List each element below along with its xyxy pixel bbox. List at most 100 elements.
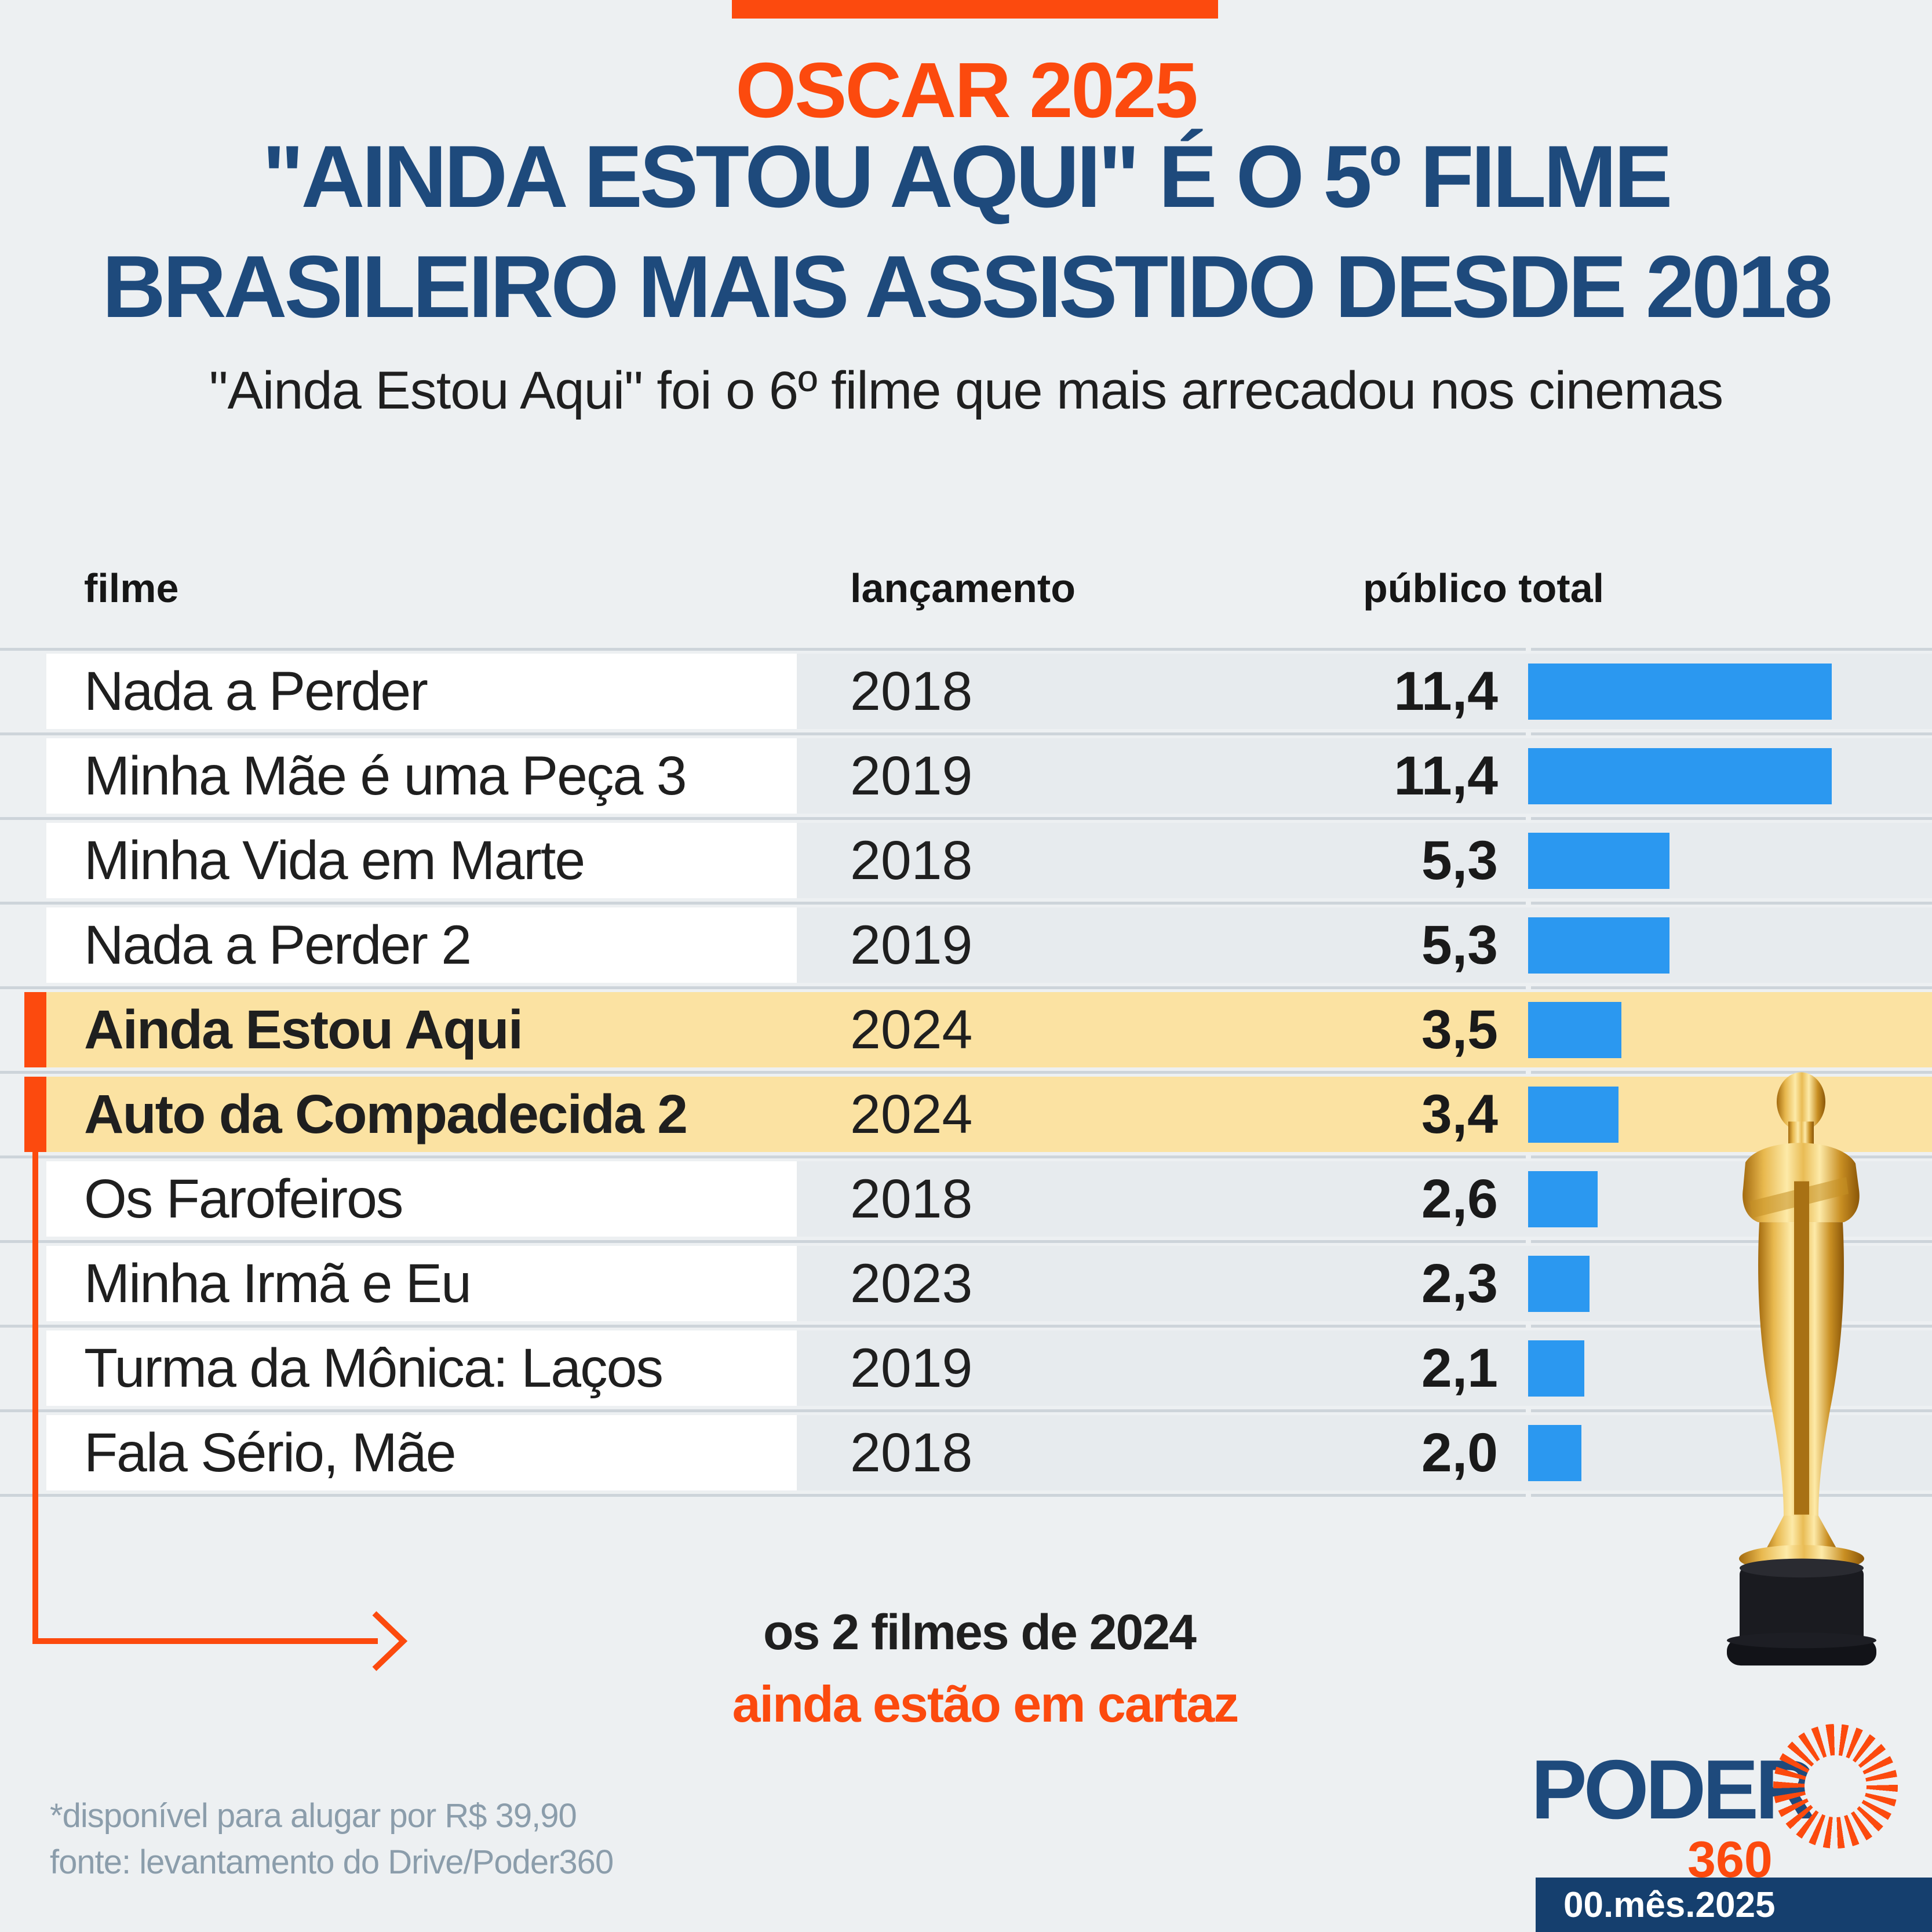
bar-axis-nick [1526, 1409, 1531, 1412]
film-column-cell [46, 1161, 797, 1237]
film-name: Ainda Estou Aqui [84, 999, 523, 1060]
audience-value: 3,4 [1421, 1084, 1498, 1145]
audience-value: 5,3 [1421, 830, 1498, 891]
audience-bar [1528, 748, 1832, 804]
row-separator [0, 902, 1932, 905]
table-row: Minha Irmã e Eu 2023 2,3 [0, 1246, 1932, 1321]
table-row: Os Farofeiros 2018 2,6 [0, 1161, 1932, 1237]
release-year: 2024 [850, 999, 973, 1060]
film-column-cell [46, 823, 797, 898]
film-name: Minha Irmã e Eu [84, 1253, 472, 1314]
bar-axis-nick [1526, 732, 1531, 735]
audience-value: 5,3 [1421, 914, 1498, 976]
row-separator [0, 1325, 1932, 1328]
row-separator [0, 648, 1932, 651]
audience-bar [1528, 1087, 1618, 1143]
audience-bar [1528, 1256, 1590, 1312]
film-name: Minha Mãe é uma Peça 3 [84, 745, 687, 807]
release-year: 2018 [850, 661, 973, 722]
top-accent-bar [732, 0, 1218, 19]
row-separator [0, 986, 1932, 989]
audience-value: 3,5 [1421, 999, 1498, 1060]
date-badge: 00.mês.2025 [1536, 1878, 1932, 1932]
column-header-year: lançamento [850, 566, 1076, 611]
film-column-cell [46, 738, 797, 814]
statuette-black-base [1727, 1558, 1876, 1666]
film-column-cell [46, 654, 797, 729]
release-year: 2018 [850, 1422, 973, 1483]
film-column-cell [46, 1330, 797, 1406]
audience-bar [1528, 1002, 1621, 1058]
page-title-line1: "AINDA ESTOU AQUI" É O 5º FILME [262, 127, 1673, 226]
release-year: 2019 [850, 1337, 973, 1399]
audience-bar [1528, 664, 1832, 720]
date-badge-label: 00.mês.2025 [1563, 1885, 1776, 1925]
column-header-total: público total [1363, 566, 1605, 611]
bar-axis-nick [1526, 986, 1531, 989]
audience-value: 11,4 [1394, 745, 1498, 807]
audience-bar [1528, 917, 1669, 974]
release-year: 2019 [850, 914, 973, 976]
poder360-logo-text: PODER [1531, 1743, 1816, 1836]
highlight-marker [24, 1077, 46, 1152]
film-name: Nada a Perder [84, 661, 428, 722]
audience-value: 2,1 [1421, 1337, 1498, 1399]
page-subtitle: "Ainda Estou Aqui" foi o 6º filme que ma… [209, 361, 1723, 420]
table-row: Nada a Perder 2018 11,4 [0, 654, 1932, 729]
callout-line2: ainda estão em cartaz [732, 1675, 1240, 1733]
row-separator [0, 1071, 1932, 1074]
bar-axis-nick [1526, 1155, 1531, 1158]
bar-axis-nick [1526, 1325, 1531, 1328]
film-name: Auto da Compadecida 2 [84, 1084, 688, 1145]
audience-value: 11,4 [1394, 661, 1498, 722]
release-year: 2018 [850, 1168, 973, 1230]
row-separator [0, 732, 1932, 735]
callout-line1: os 2 filmes de 2024 [763, 1605, 1197, 1660]
row-separator [0, 817, 1932, 820]
audience-bar [1528, 1425, 1581, 1481]
film-column-cell [46, 1246, 797, 1321]
footnote-source: fonte: levantamento do Drive/Poder360 [50, 1843, 614, 1881]
row-separator [0, 1155, 1932, 1158]
release-year: 2023 [850, 1253, 973, 1314]
table-row: Turma da Mônica: Laços 2019 2,1 [0, 1330, 1932, 1406]
table-row: Nada a Perder 2 2019 5,3 [0, 907, 1932, 983]
film-name: Nada a Perder 2 [84, 914, 472, 976]
bar-axis-nick [1526, 1240, 1531, 1243]
table-row: Minha Mãe é uma Peça 3 2019 11,4 [0, 738, 1932, 814]
audience-value: 2,0 [1421, 1422, 1498, 1483]
bar-axis-nick [1526, 1494, 1531, 1497]
release-year: 2018 [850, 830, 973, 891]
audience-value: 2,6 [1421, 1168, 1498, 1230]
table-row: Minha Vida em Marte 2018 5,3 [0, 823, 1932, 898]
statuette-gold-figure [1739, 1072, 1864, 1573]
table-row: Fala Sério, Mãe 2018 2,0 [0, 1415, 1932, 1490]
film-name: Turma da Mônica: Laços [84, 1337, 664, 1399]
audience-bar [1528, 1340, 1584, 1397]
row-separator [0, 1494, 1932, 1497]
audience-bar [1528, 1171, 1598, 1227]
footnote-rental: *disponível para alugar por R$ 39,90 [50, 1797, 577, 1835]
page-title-line2: BRASILEIRO MAIS ASSISTIDO DESDE 2018 [102, 238, 1833, 336]
kicker: OSCAR 2025 [735, 46, 1198, 134]
bar-axis-nick [1526, 1071, 1531, 1074]
bar-axis-nick [1526, 817, 1531, 820]
bar-axis-nick [1526, 648, 1531, 651]
film-column-cell [46, 1415, 797, 1490]
column-header-film: filme [84, 566, 179, 611]
film-name: Fala Sério, Mãe [84, 1422, 457, 1483]
film-column-cell [46, 907, 797, 983]
release-year: 2024 [850, 1084, 973, 1145]
film-name: Minha Vida em Marte [84, 830, 585, 891]
poder360-sunburst-icon [1773, 1724, 1898, 1849]
table-row: Auto da Compadecida 2 2024 3,4 [0, 1077, 1932, 1152]
oscar-statuette-image [1727, 1072, 1876, 1666]
film-name: Os Farofeiros [84, 1168, 403, 1230]
audience-value: 2,3 [1421, 1253, 1498, 1314]
row-separator [0, 1240, 1932, 1243]
bar-axis-nick [1526, 902, 1531, 905]
callout-arrow-icon [32, 1152, 408, 1671]
highlight-marker [24, 992, 46, 1067]
audience-bar [1528, 833, 1669, 889]
